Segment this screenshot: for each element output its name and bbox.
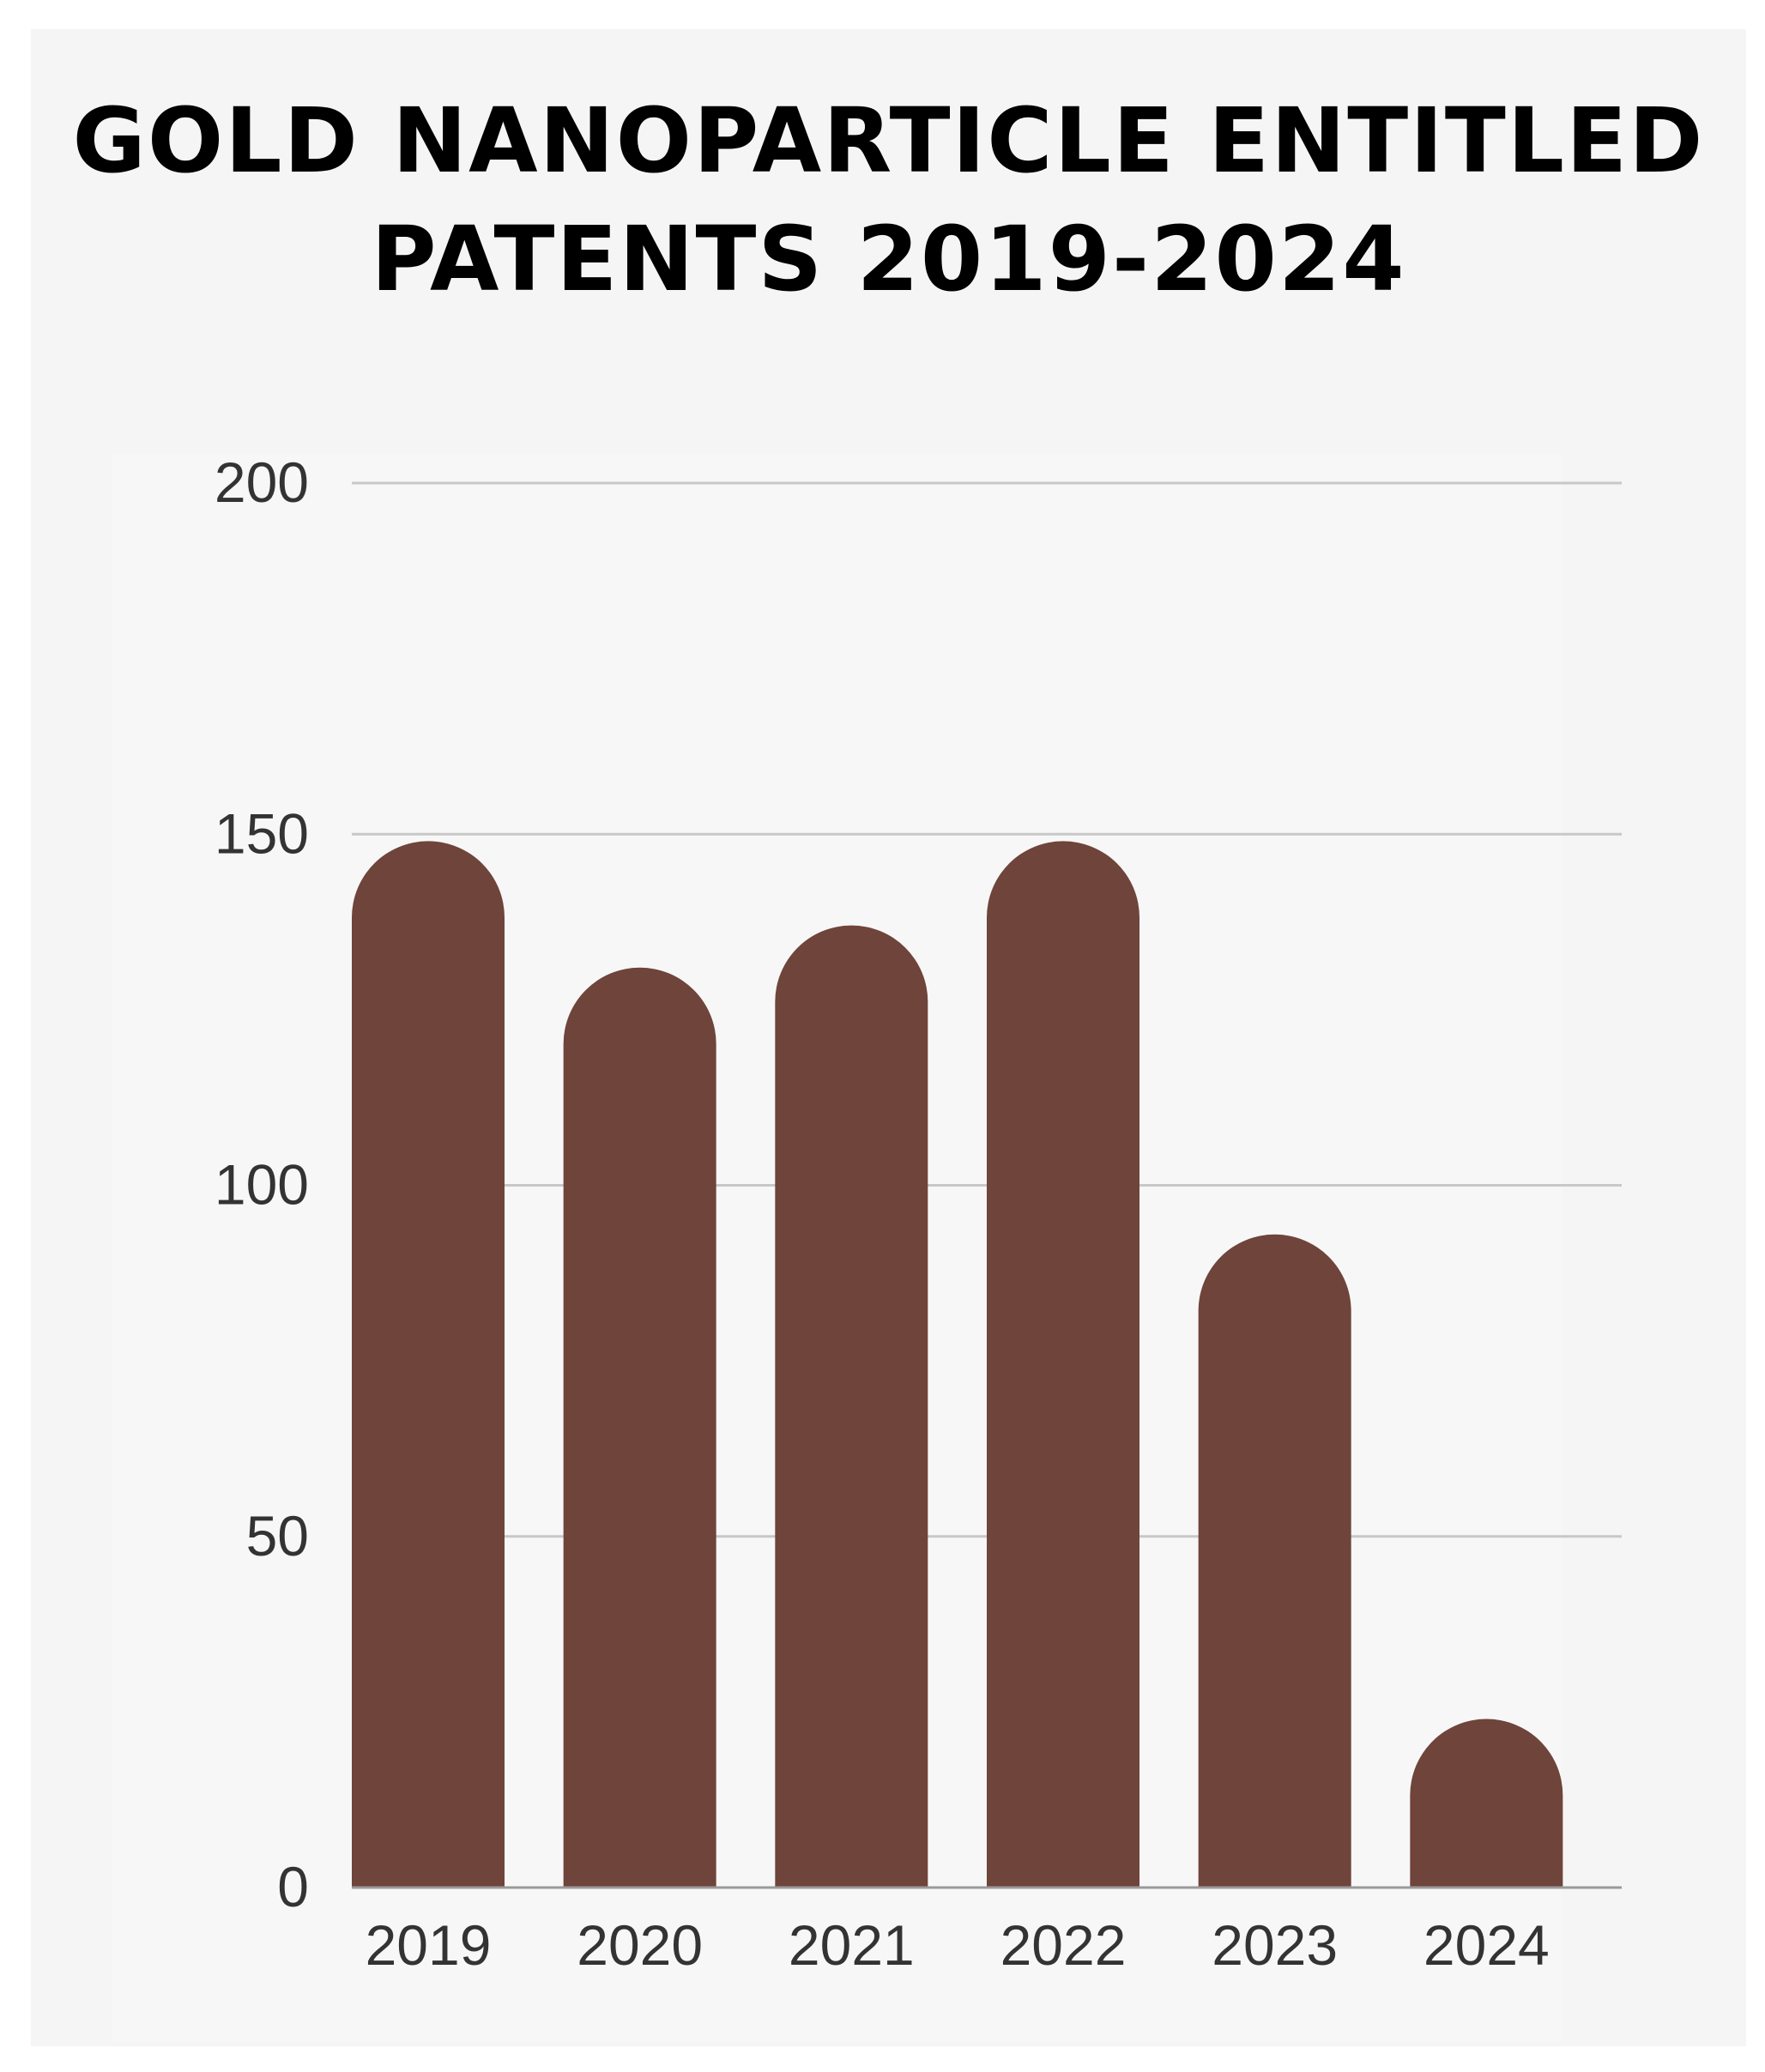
y-tick-label-50: 50 bbox=[246, 1504, 309, 1568]
x-tick-label-2021: 2021 bbox=[789, 1913, 915, 1977]
x-tick-label-2020: 2020 bbox=[577, 1913, 703, 1977]
bar-2022 bbox=[987, 841, 1139, 1888]
bars bbox=[352, 841, 1563, 1888]
y-tick-label-150: 150 bbox=[215, 801, 309, 865]
bar-2023 bbox=[1198, 1234, 1351, 1888]
bar-2021 bbox=[775, 925, 928, 1888]
bar-2024 bbox=[1410, 1719, 1563, 1888]
y-tick-label-200: 200 bbox=[215, 450, 309, 514]
y-axis-ticks: 0 50 100 150 200 bbox=[215, 450, 309, 1918]
x-tick-label-2024: 2024 bbox=[1423, 1913, 1550, 1977]
x-tick-label-2023: 2023 bbox=[1212, 1913, 1338, 1977]
y-tick-label-100: 100 bbox=[215, 1153, 309, 1217]
chart-title-line-2: PATENTS 2019-2024 bbox=[371, 207, 1406, 311]
x-tick-label-2019: 2019 bbox=[366, 1913, 492, 1977]
x-axis-ticks: 2019 2020 2021 2022 2023 2024 bbox=[366, 1913, 1550, 1977]
bar-2019 bbox=[352, 841, 505, 1888]
bar-2020 bbox=[563, 967, 716, 1888]
y-tick-label-0: 0 bbox=[277, 1855, 309, 1918]
chart-title-line-1: GOLD NANOPARTICLE ENTITLED bbox=[72, 88, 1705, 193]
x-tick-label-2022: 2022 bbox=[1000, 1913, 1127, 1977]
chart-title: GOLD NANOPARTICLE ENTITLED PATENTS 2019-… bbox=[31, 82, 1746, 318]
